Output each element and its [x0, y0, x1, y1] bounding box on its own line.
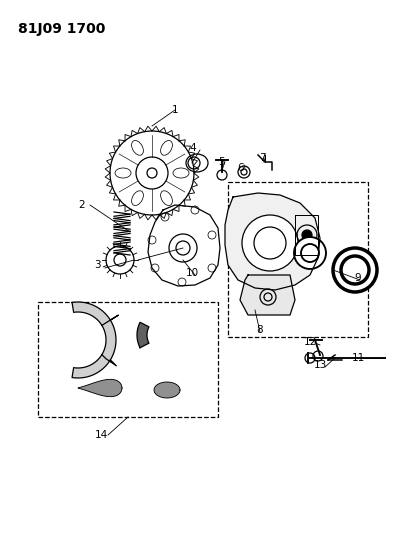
Circle shape — [302, 230, 312, 240]
Text: 5: 5 — [219, 157, 225, 167]
Circle shape — [242, 215, 298, 271]
Polygon shape — [240, 275, 295, 315]
Text: 7: 7 — [259, 153, 265, 163]
Polygon shape — [137, 322, 149, 348]
Circle shape — [333, 248, 377, 292]
Polygon shape — [78, 379, 122, 397]
Text: 12: 12 — [303, 337, 317, 347]
Circle shape — [341, 256, 369, 284]
Text: 14: 14 — [94, 430, 108, 440]
Text: 8: 8 — [257, 325, 263, 335]
Bar — [38, 302, 218, 417]
Circle shape — [294, 237, 326, 269]
Bar — [228, 182, 368, 337]
Polygon shape — [72, 302, 116, 378]
Circle shape — [301, 244, 319, 262]
Text: 1: 1 — [172, 105, 178, 115]
Text: 2: 2 — [79, 200, 85, 210]
Text: 6: 6 — [238, 163, 244, 173]
Text: 13: 13 — [314, 360, 327, 370]
Polygon shape — [225, 193, 320, 290]
Text: 81J09 1700: 81J09 1700 — [18, 22, 105, 36]
Polygon shape — [102, 354, 117, 366]
Polygon shape — [154, 382, 180, 398]
Text: 11: 11 — [351, 353, 365, 363]
Polygon shape — [102, 315, 118, 325]
Text: 3: 3 — [94, 260, 100, 270]
Text: 4: 4 — [190, 143, 196, 153]
Text: 9: 9 — [355, 273, 361, 283]
Text: 10: 10 — [185, 268, 199, 278]
